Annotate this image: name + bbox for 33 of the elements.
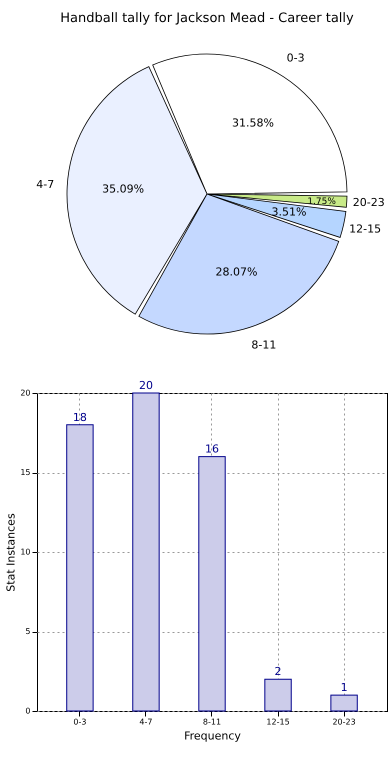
data-label: 35.09% (102, 182, 144, 196)
x-tick-label: 20-23 (332, 718, 356, 726)
data-label: 20 (138, 379, 153, 392)
data-label: 1 (340, 681, 348, 694)
data-label: 28.07% (215, 266, 258, 279)
x-tick-label: 0-3 (73, 718, 86, 726)
x-tick-label: 12-15 (266, 718, 290, 726)
y-axis-title: Stat Instances (4, 513, 18, 592)
x-tick-label: 8-11 (202, 718, 222, 726)
data-label: 31.58% (232, 116, 274, 130)
x-tick-label: 4-7 (139, 718, 152, 726)
slice-label: 8-11 (251, 338, 276, 352)
y-tick-label: 20 (20, 388, 30, 398)
chart-title: Handball tally for Jackson Mead - Career tally (60, 11, 354, 26)
bar (198, 456, 226, 712)
x-axis-title: Frequency (184, 730, 242, 742)
y-tick-label: 10 (20, 548, 30, 556)
slice-label: 12-15 (349, 222, 382, 236)
bar (66, 424, 94, 712)
slice-label: 4-7 (36, 178, 54, 192)
bar (330, 694, 358, 712)
data-label: 1.75% (307, 196, 336, 207)
slice-label: 0-3 (286, 51, 305, 64)
y-tick-label: 15 (20, 468, 30, 477)
bar (264, 678, 292, 712)
data-label: 3.51% (271, 205, 306, 218)
data-label: 16 (205, 442, 219, 456)
bar (132, 392, 160, 712)
y-tick-label: 5 (25, 627, 30, 636)
data-label: 18 (72, 410, 87, 424)
slice-label: 20-23 (352, 196, 385, 209)
data-label: 2 (274, 665, 282, 678)
y-tick-label: 0 (25, 706, 30, 716)
